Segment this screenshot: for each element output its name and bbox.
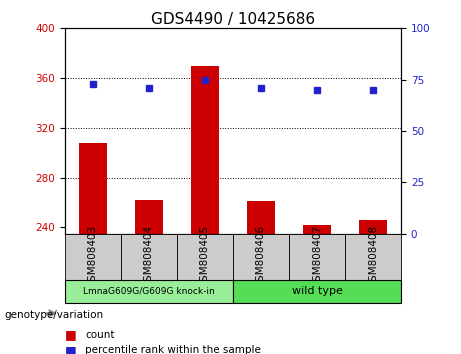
Text: count: count xyxy=(85,330,115,339)
Bar xyxy=(303,225,331,234)
Bar xyxy=(345,234,401,280)
Text: genotype/variation: genotype/variation xyxy=(5,310,104,320)
Bar xyxy=(247,201,275,234)
Title: GDS4490 / 10425686: GDS4490 / 10425686 xyxy=(151,12,315,27)
Text: wild type: wild type xyxy=(291,286,343,296)
Bar xyxy=(78,143,106,234)
Text: percentile rank within the sample: percentile rank within the sample xyxy=(85,346,261,354)
Text: GSM808403: GSM808403 xyxy=(88,225,98,288)
Text: ■: ■ xyxy=(65,344,80,354)
Text: ■: ■ xyxy=(65,328,80,341)
Text: GSM808407: GSM808407 xyxy=(312,225,322,288)
Bar xyxy=(177,234,233,280)
Text: GSM808405: GSM808405 xyxy=(200,225,210,288)
Text: LmnaG609G/G609G knock-in: LmnaG609G/G609G knock-in xyxy=(83,287,214,296)
Bar xyxy=(233,234,289,280)
Text: GSM808408: GSM808408 xyxy=(368,225,378,288)
Text: GSM808406: GSM808406 xyxy=(256,225,266,288)
Bar xyxy=(65,280,233,303)
Text: GSM808404: GSM808404 xyxy=(144,225,154,288)
Bar xyxy=(233,280,401,303)
Bar xyxy=(135,200,163,234)
Bar xyxy=(359,220,387,234)
Bar xyxy=(289,234,345,280)
Bar xyxy=(191,65,219,234)
Bar xyxy=(65,234,121,280)
Bar xyxy=(121,234,177,280)
